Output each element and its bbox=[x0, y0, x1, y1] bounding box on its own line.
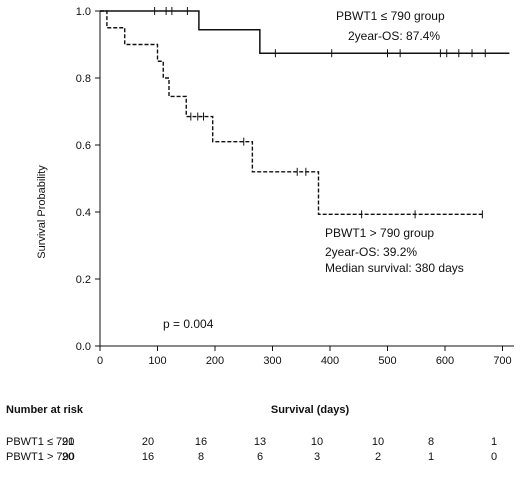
y-tick-label: 0.4 bbox=[76, 207, 91, 219]
risk-count: 1 bbox=[428, 451, 434, 463]
group2-title: PBWT1 > 790 group bbox=[325, 226, 434, 240]
x-tick-label: 300 bbox=[263, 355, 281, 367]
x-tick-label: 400 bbox=[321, 355, 339, 367]
risk-count: 0 bbox=[491, 451, 497, 463]
x-tick-label: 500 bbox=[378, 355, 396, 367]
risk-count: 8 bbox=[428, 436, 434, 448]
y-axis-title: Survival Probability bbox=[36, 165, 48, 259]
p-value: p = 0.004 bbox=[163, 317, 214, 331]
risk-count: 8 bbox=[198, 451, 204, 463]
x-axis-title: Survival (days) bbox=[271, 404, 350, 416]
risk-count: 16 bbox=[195, 436, 207, 448]
risk-row-label: PBWT1 > 790 bbox=[6, 451, 75, 463]
y-tick-label: 0.8 bbox=[76, 73, 91, 85]
risk-count: 10 bbox=[372, 436, 384, 448]
risk-count: 3 bbox=[314, 451, 320, 463]
risk-table-title: Number at risk bbox=[6, 404, 84, 416]
x-tick-label: 600 bbox=[436, 355, 454, 367]
y-tick-label: 0.0 bbox=[76, 341, 91, 353]
group1-os: 2year-OS: 87.4% bbox=[348, 29, 440, 43]
risk-count: 10 bbox=[311, 436, 323, 448]
y-tick-label: 0.2 bbox=[76, 274, 91, 286]
risk-count: 16 bbox=[142, 451, 154, 463]
group2-os: 2year-OS: 39.2% bbox=[325, 245, 417, 259]
x-tick-label: 0 bbox=[97, 355, 103, 367]
x-tick-label: 700 bbox=[493, 355, 511, 367]
group2-median: Median survival: 380 days bbox=[325, 261, 464, 275]
risk-count: 21 bbox=[62, 436, 74, 448]
series-1-curve bbox=[100, 10, 510, 54]
series-2-curve bbox=[100, 10, 483, 216]
x-tick-label: 100 bbox=[148, 355, 166, 367]
risk-count: 6 bbox=[257, 451, 263, 463]
group1-title: PBWT1 ≤ 790 group bbox=[336, 9, 445, 23]
risk-count: 20 bbox=[62, 451, 74, 463]
x-tick-label: 200 bbox=[206, 355, 224, 367]
risk-count: 13 bbox=[254, 436, 266, 448]
risk-count: 1 bbox=[491, 436, 497, 448]
axes: 0 100 200 300 400 500 600 700 0.0 0.2 0.4 0.6 0.8 1.0 bbox=[76, 6, 514, 367]
y-tick-label: 1.0 bbox=[76, 6, 91, 18]
y-tick-label: 0.6 bbox=[76, 140, 91, 152]
annotations: PBWT1 ≤ 790 group 2year-OS: 87.4% PBWT1 … bbox=[163, 9, 464, 331]
risk-row-label: PBWT1 ≤ 790 bbox=[6, 436, 74, 448]
risk-count: 20 bbox=[142, 436, 154, 448]
survival-curves bbox=[100, 7, 510, 219]
risk-count: 2 bbox=[375, 451, 381, 463]
